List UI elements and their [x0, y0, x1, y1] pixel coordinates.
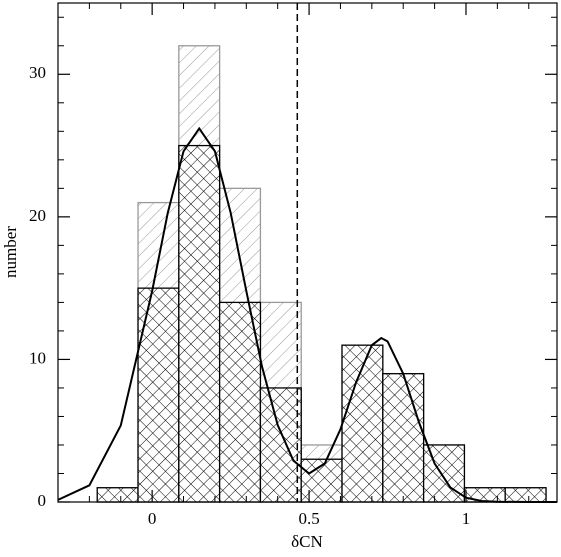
- y-tick-label: 30: [29, 63, 46, 82]
- y-axis-label: number: [1, 226, 20, 278]
- bar: [504, 487, 547, 503]
- fit-curve: [57, 126, 557, 503]
- plot-frame: [57, 2, 558, 503]
- x-tick-label: 0.5: [298, 509, 319, 528]
- bar: [96, 487, 139, 503]
- bar: [382, 373, 425, 503]
- y-tick-label: 20: [29, 206, 46, 225]
- bar: [218, 301, 262, 503]
- bar: [178, 144, 221, 503]
- x-tick-label: 1: [462, 509, 471, 528]
- bar: [137, 287, 180, 503]
- y-tick-label: 10: [29, 348, 46, 367]
- x-axis-label: δCN: [291, 532, 323, 551]
- bar: [463, 487, 506, 503]
- x-tick-label: 0: [148, 509, 157, 528]
- bar: [341, 344, 384, 503]
- y-tick-label: 0: [38, 491, 47, 510]
- plot-area: [57, 3, 557, 503]
- bar: [259, 387, 302, 503]
